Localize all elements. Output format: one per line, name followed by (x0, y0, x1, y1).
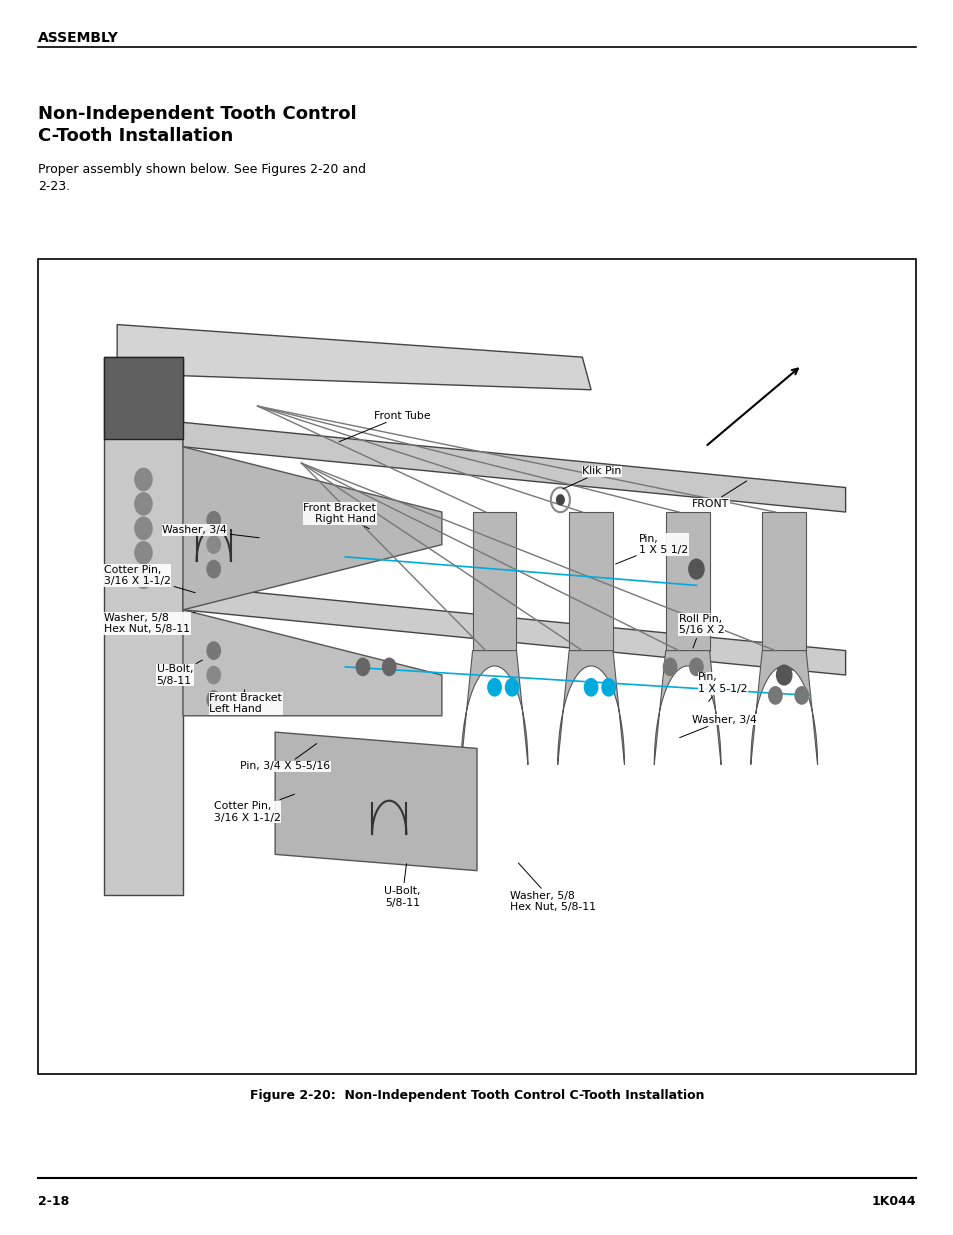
Circle shape (487, 679, 500, 697)
Polygon shape (183, 447, 441, 610)
Text: Cotter Pin,
3/16 X 1-1/2: Cotter Pin, 3/16 X 1-1/2 (213, 794, 294, 823)
Circle shape (207, 561, 220, 578)
Circle shape (134, 493, 152, 515)
Circle shape (207, 642, 220, 659)
Polygon shape (183, 610, 441, 716)
Text: FRONT: FRONT (691, 480, 746, 509)
Circle shape (382, 658, 395, 676)
Circle shape (207, 536, 220, 553)
Text: Roll Pin,
5/16 X 2: Roll Pin, 5/16 X 2 (679, 614, 723, 648)
Text: 2-18: 2-18 (38, 1194, 70, 1208)
Text: Front Tube: Front Tube (338, 411, 430, 442)
Text: Front Bracket
Right Hand: Front Bracket Right Hand (303, 503, 375, 529)
Text: Washer, 5/8
Hex Nut, 5/8-11: Washer, 5/8 Hex Nut, 5/8-11 (510, 863, 596, 913)
Polygon shape (569, 513, 613, 651)
Circle shape (662, 658, 676, 676)
Text: Washer, 5/8
Hex Nut, 5/8-11: Washer, 5/8 Hex Nut, 5/8-11 (104, 613, 195, 635)
Polygon shape (558, 651, 624, 764)
Circle shape (776, 666, 791, 685)
Text: Front Bracket
Left Hand: Front Bracket Left Hand (209, 689, 282, 714)
Polygon shape (274, 732, 476, 871)
Circle shape (134, 468, 152, 490)
Circle shape (207, 511, 220, 529)
Circle shape (134, 517, 152, 540)
Text: Non-Independent Tooth Control
C-Tooth Installation: Non-Independent Tooth Control C-Tooth In… (38, 105, 356, 146)
Polygon shape (117, 325, 591, 390)
Circle shape (134, 542, 152, 564)
Polygon shape (183, 422, 844, 513)
Polygon shape (472, 513, 516, 651)
Text: Figure 2-20:  Non-Independent Tooth Control C-Tooth Installation: Figure 2-20: Non-Independent Tooth Contr… (250, 1089, 703, 1102)
Circle shape (556, 495, 563, 505)
Text: Pin,
1 X 5-1/2: Pin, 1 X 5-1/2 (698, 672, 747, 701)
Text: Klik Pin: Klik Pin (562, 467, 621, 489)
Polygon shape (654, 651, 720, 764)
Circle shape (689, 658, 702, 676)
Text: Cotter Pin,
3/16 X 1-1/2: Cotter Pin, 3/16 X 1-1/2 (104, 564, 195, 593)
Text: Washer, 3/4: Washer, 3/4 (162, 525, 259, 537)
Polygon shape (104, 357, 183, 895)
Circle shape (207, 667, 220, 684)
Polygon shape (183, 585, 844, 676)
Polygon shape (460, 651, 527, 764)
Bar (38, 259, 915, 1074)
Text: ASSEMBLY: ASSEMBLY (38, 31, 119, 44)
Circle shape (207, 690, 220, 708)
Text: U-Bolt,
5/8-11: U-Bolt, 5/8-11 (156, 659, 202, 685)
Text: Proper assembly shown below. See Figures 2-20 and
2-23.: Proper assembly shown below. See Figures… (38, 163, 366, 193)
Circle shape (794, 687, 807, 704)
Polygon shape (750, 651, 817, 764)
Text: Pin, 3/4 X 5-5/16: Pin, 3/4 X 5-5/16 (240, 743, 330, 772)
Polygon shape (761, 513, 805, 651)
Text: Washer, 3/4: Washer, 3/4 (679, 715, 756, 737)
Circle shape (134, 566, 152, 588)
Text: 1K044: 1K044 (870, 1194, 915, 1208)
Text: U-Bolt,
5/8-11: U-Bolt, 5/8-11 (384, 863, 420, 908)
Circle shape (601, 679, 615, 697)
Circle shape (768, 687, 781, 704)
Circle shape (355, 658, 369, 676)
Text: Pin,
1 X 5 1/2: Pin, 1 X 5 1/2 (615, 534, 688, 564)
Circle shape (505, 679, 518, 697)
Polygon shape (104, 357, 183, 438)
Polygon shape (665, 513, 709, 651)
Circle shape (584, 679, 598, 697)
Circle shape (688, 559, 703, 579)
